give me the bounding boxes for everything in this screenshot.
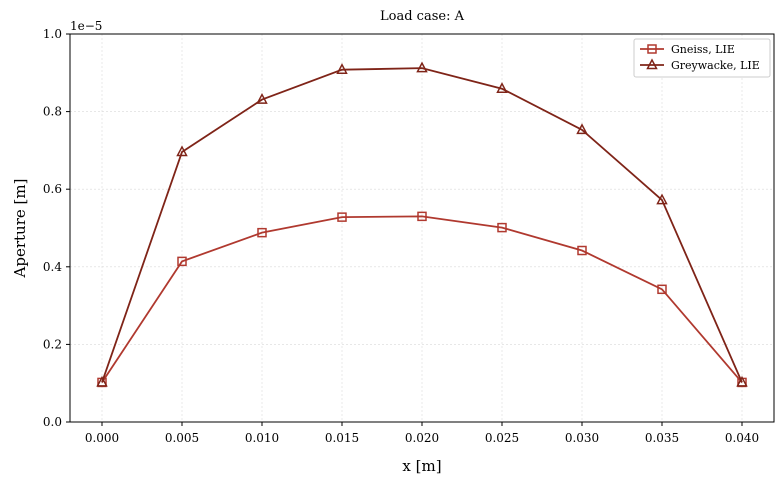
data-point: [657, 284, 667, 295]
x-tick-label: 0.040: [725, 431, 759, 445]
data-point: [337, 212, 347, 222]
data-point: [256, 92, 268, 104]
y-tick-label: 1.0: [43, 27, 62, 41]
data-point: [177, 256, 187, 267]
data-point: [577, 245, 587, 256]
data-point: [656, 193, 668, 205]
y-tick-label: 0.4: [43, 260, 62, 274]
data-point: [257, 227, 267, 238]
data-point: [497, 222, 507, 233]
legend: Gneiss, LIE Greywacke, LIE: [633, 38, 771, 78]
x-tick-label: 0.030: [565, 431, 599, 445]
grid: [70, 33, 774, 423]
legend-label: Greywacke, LIE: [671, 59, 760, 72]
x-tick-label: 0.000: [85, 431, 119, 445]
x-axis-label: x [m]: [402, 457, 441, 475]
chart-title: Load case: A: [380, 9, 465, 24]
y-axis-label: Aperture [m]: [11, 179, 29, 279]
series-group: [96, 61, 748, 388]
y-tick-label: 0.0: [43, 415, 62, 429]
data-point: [96, 375, 108, 387]
data-point: [417, 211, 427, 222]
data-point: [736, 375, 748, 387]
legend-marker: [647, 44, 657, 54]
series-triangle: [96, 61, 748, 387]
series-line: [101, 215, 743, 384]
legend-entry: Gneiss, LIE: [640, 43, 735, 56]
legend-marker: [646, 58, 658, 70]
x-tick-label: 0.005: [165, 431, 199, 445]
data-point: [576, 123, 588, 135]
x-axis: 0.000 0.005 0.010 0.015 0.020 0.025 0.030 0.035…: [85, 422, 759, 445]
y-offset-label: 1e−5: [70, 19, 102, 33]
y-tick-label: 0.2: [43, 337, 62, 351]
x-tick-label: 0.020: [405, 431, 439, 445]
y-axis: 0.0 0.2 0.4 0.6 0.8 1.0: [43, 27, 70, 429]
y-tick-label: 0.6: [43, 182, 62, 196]
data-point: [416, 61, 428, 73]
series-line: [101, 67, 743, 383]
legend-label: Gneiss, LIE: [671, 43, 735, 56]
legend-entry: Greywacke, LIE: [640, 58, 760, 72]
x-tick-label: 0.035: [645, 431, 679, 445]
data-point: [336, 63, 348, 74]
x-tick-label: 0.025: [485, 431, 519, 445]
legend-box: [633, 38, 771, 78]
data-point: [176, 145, 188, 157]
data-point: [496, 82, 508, 93]
series-square: [97, 211, 747, 388]
y-tick-label: 0.8: [43, 105, 62, 119]
x-tick-label: 0.010: [245, 431, 279, 445]
x-tick-label: 0.015: [325, 431, 359, 445]
